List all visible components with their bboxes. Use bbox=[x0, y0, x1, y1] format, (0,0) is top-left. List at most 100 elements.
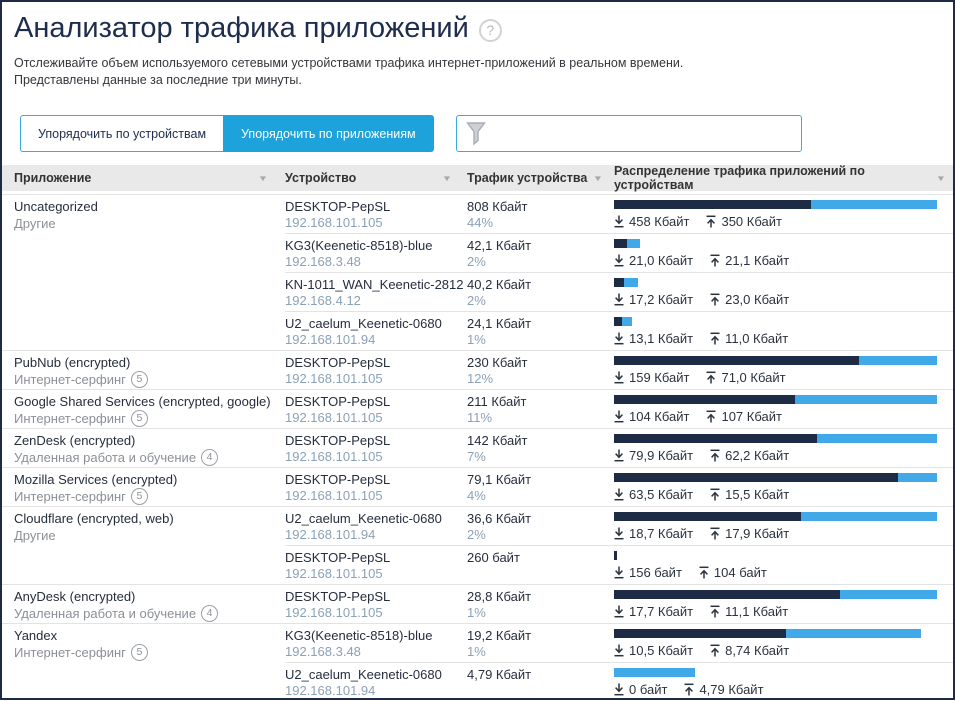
upload-value: 8,74 Кбайт bbox=[725, 643, 790, 658]
device-traffic-total: 79,1 Кбайт bbox=[467, 472, 532, 487]
device-traffic-total: 19,2 Кбайт bbox=[467, 628, 532, 643]
app-group: ZenDesk (encrypted) Удаленная работа и о… bbox=[2, 428, 953, 467]
traffic-distribution-cell: 0 байт 4,79 Кбайт bbox=[614, 666, 953, 699]
upload-icon bbox=[699, 566, 709, 579]
traffic-bar bbox=[614, 395, 937, 404]
bar-download-segment bbox=[614, 473, 899, 482]
upload-label: 11,1 Кбайт bbox=[710, 603, 788, 620]
column-header-traffic-distribution[interactable]: Распределение трафика приложений по устр… bbox=[614, 164, 953, 192]
app-category: Интернет-серфинг 5 bbox=[14, 410, 275, 427]
upload-icon bbox=[684, 683, 694, 696]
upload-label: 71,0 Кбайт bbox=[706, 369, 786, 386]
device-traffic-cell: 28,8 Кбайт 1% bbox=[467, 588, 614, 621]
download-value: 79,9 Кбайт bbox=[629, 448, 694, 463]
download-label: 79,9 Кбайт bbox=[614, 447, 693, 464]
app-group: Yandex Интернет-серфинг 5 KG3(Keenetic-8… bbox=[2, 623, 953, 701]
device-cell: KG3(Keenetic-8518)-blue 192.168.3.48 bbox=[285, 627, 467, 660]
device-traffic-percent: 2% bbox=[467, 254, 486, 269]
upload-value: 23,0 Кбайт bbox=[725, 292, 790, 307]
download-icon bbox=[614, 644, 624, 657]
traffic-bar bbox=[614, 512, 937, 521]
download-label: 10,5 Кбайт bbox=[614, 642, 693, 659]
device-row: KN-1011_WAN_Keenetic-2812 192.168.4.12 4… bbox=[285, 272, 953, 311]
app-cell: Yandex Интернет-серфинг 5 bbox=[2, 624, 285, 701]
filter-input[interactable] bbox=[492, 116, 792, 151]
device-row: U2_caelum_Keenetic-0680 192.168.101.94 4… bbox=[285, 662, 953, 701]
app-cell: PubNub (encrypted) Интернет-серфинг 5 bbox=[2, 351, 285, 389]
download-icon bbox=[614, 566, 624, 579]
device-name: U2_caelum_Keenetic-0680 bbox=[285, 316, 442, 331]
table-header: Приложение ▼ Устройство ▼ Трафик устройс… bbox=[2, 164, 953, 192]
download-label: 0 байт bbox=[614, 681, 667, 698]
device-name: U2_caelum_Keenetic-0680 bbox=[285, 511, 442, 526]
device-traffic-cell: 19,2 Кбайт 1% bbox=[467, 627, 614, 660]
upload-value: 107 Кбайт bbox=[721, 409, 782, 424]
sort-by-devices-button[interactable]: Упорядочить по устройствам bbox=[20, 115, 224, 152]
download-icon bbox=[614, 332, 624, 345]
device-rows: DESKTOP-PepSL 192.168.101.105 28,8 Кбайт… bbox=[285, 585, 953, 623]
device-traffic-total: 260 байт bbox=[467, 550, 520, 565]
column-label: Приложение bbox=[14, 171, 92, 185]
device-row: DESKTOP-PepSL 192.168.101.105 28,8 Кбайт… bbox=[285, 585, 953, 623]
device-traffic-percent: 1% bbox=[467, 332, 486, 347]
device-row: U2_caelum_Keenetic-0680 192.168.101.94 2… bbox=[285, 311, 953, 350]
device-traffic-total: 230 Кбайт bbox=[467, 355, 528, 370]
app-name: AnyDesk (encrypted) bbox=[14, 589, 136, 604]
app-category-label: Интернет-серфинг bbox=[14, 645, 126, 660]
download-label: 104 Кбайт bbox=[614, 408, 689, 425]
device-rows: U2_caelum_Keenetic-0680 192.168.101.94 3… bbox=[285, 507, 953, 584]
device-ip: 192.168.101.105 bbox=[285, 371, 383, 386]
bar-upload-segment bbox=[801, 512, 937, 521]
device-rows: DESKTOP-PepSL 192.168.101.105 79,1 Кбайт… bbox=[285, 468, 953, 506]
device-traffic-percent bbox=[467, 683, 614, 699]
device-ip: 192.168.101.105 bbox=[285, 449, 383, 464]
app-name: Yandex bbox=[14, 628, 58, 643]
help-icon[interactable]: ? bbox=[478, 18, 502, 42]
download-icon bbox=[614, 527, 624, 540]
bar-labels: 10,5 Кбайт 8,74 Кбайт bbox=[614, 642, 937, 659]
upload-value: 62,2 Кбайт bbox=[725, 448, 790, 463]
device-traffic-cell: 808 Кбайт 44% bbox=[467, 198, 614, 231]
upload-label: 11,0 Кбайт bbox=[710, 330, 788, 347]
page-title-text: Анализатор трафика приложений bbox=[14, 12, 469, 44]
upload-icon bbox=[706, 371, 716, 384]
upload-label: 8,74 Кбайт bbox=[710, 642, 789, 659]
device-traffic-percent: 2% bbox=[467, 527, 486, 542]
app-group: AnyDesk (encrypted) Удаленная работа и о… bbox=[2, 584, 953, 623]
filter-funnel-icon bbox=[465, 121, 486, 146]
device-cell: KN-1011_WAN_Keenetic-2812 192.168.4.12 bbox=[285, 276, 467, 309]
column-header-application[interactable]: Приложение ▼ bbox=[2, 171, 285, 185]
upload-value: 4,79 Кбайт bbox=[699, 682, 764, 697]
column-header-device-traffic[interactable]: Трафик устройства ▼ bbox=[467, 171, 614, 185]
bar-upload-segment bbox=[840, 590, 937, 599]
filter-box[interactable] bbox=[455, 115, 802, 152]
app-category-label: Другие bbox=[14, 528, 56, 543]
column-header-device[interactable]: Устройство ▼ bbox=[285, 171, 467, 185]
bar-labels: 156 байт 104 байт bbox=[614, 564, 937, 581]
device-traffic-total: 42,1 Кбайт bbox=[467, 238, 532, 253]
device-traffic-total: 24,1 Кбайт bbox=[467, 316, 532, 331]
bar-labels: 104 Кбайт 107 Кбайт bbox=[614, 408, 937, 425]
traffic-bar bbox=[614, 356, 937, 365]
device-cell: KG3(Keenetic-8518)-blue 192.168.3.48 bbox=[285, 237, 467, 270]
device-traffic-total: 28,8 Кбайт bbox=[467, 589, 532, 604]
app-group: PubNub (encrypted) Интернет-серфинг 5 DE… bbox=[2, 350, 953, 389]
app-group: Cloudflare (encrypted, web) Другие U2_ca… bbox=[2, 506, 953, 584]
bar-upload-segment bbox=[622, 317, 632, 326]
traffic-bar bbox=[614, 278, 639, 287]
app-cell: ZenDesk (encrypted) Удаленная работа и о… bbox=[2, 429, 285, 467]
device-rows: DESKTOP-PepSL 192.168.101.105 142 Кбайт … bbox=[285, 429, 953, 467]
sort-by-apps-button[interactable]: Упорядочить по приложениям bbox=[223, 115, 434, 152]
download-label: 21,0 Кбайт bbox=[614, 252, 693, 269]
device-cell: DESKTOP-PepSL 192.168.101.105 bbox=[285, 354, 467, 387]
app-name: Google Shared Services (encrypted, googl… bbox=[14, 394, 271, 409]
traffic-distribution-cell: 63,5 Кбайт 15,5 Кбайт bbox=[614, 471, 953, 504]
app-category-label: Удаленная работа и обучение bbox=[14, 450, 197, 465]
download-value: 13,1 Кбайт bbox=[629, 331, 694, 346]
device-cell: DESKTOP-PepSL 192.168.101.105 bbox=[285, 198, 467, 231]
device-cell: DESKTOP-PepSL 192.168.101.105 bbox=[285, 549, 467, 582]
upload-icon bbox=[710, 605, 720, 618]
device-row: DESKTOP-PepSL 192.168.101.105 142 Кбайт … bbox=[285, 429, 953, 467]
device-cell: DESKTOP-PepSL 192.168.101.105 bbox=[285, 471, 467, 504]
upload-icon bbox=[710, 254, 720, 267]
